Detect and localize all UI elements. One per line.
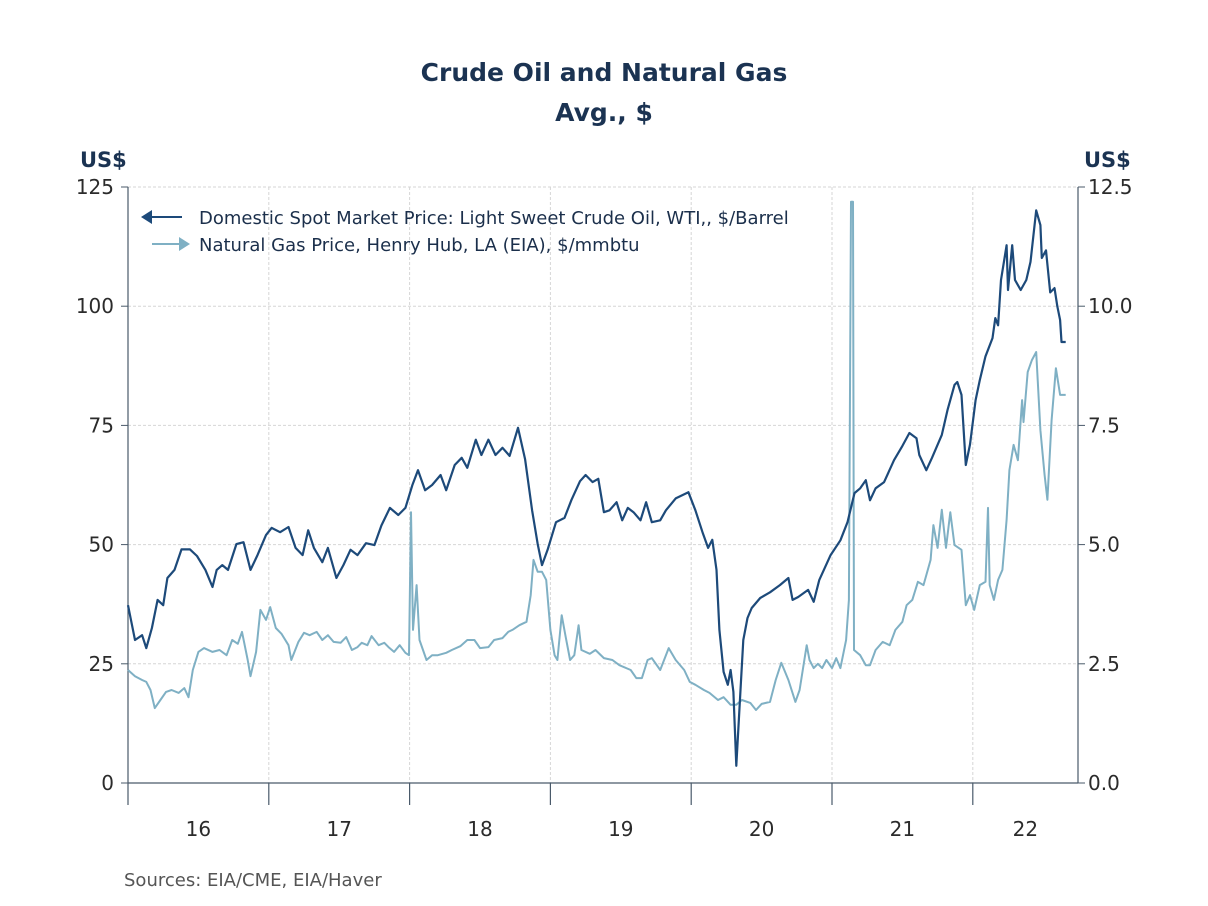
- right-axis-unit-label: US$: [1084, 148, 1131, 172]
- legend-left-arrow-icon: [141, 210, 152, 224]
- left-axis-tick-label: 50: [89, 533, 114, 557]
- chart-subtitle: Avg., $: [555, 98, 653, 127]
- x-axis-tick-label: 18: [467, 817, 492, 841]
- right-axis-tick-label: 5.0: [1088, 533, 1120, 557]
- x-axis-tick-label: 16: [186, 817, 211, 841]
- legend-right-arrow-icon: [179, 237, 190, 251]
- left-axis-unit-label: US$: [80, 148, 127, 172]
- x-axis-tick-label: 22: [1013, 817, 1038, 841]
- left-axis-tick-label: 25: [89, 652, 114, 676]
- left-axis-tick-label: 0: [101, 771, 114, 795]
- right-axis-tick-label: 10.0: [1088, 294, 1133, 318]
- x-axis-tick-label: 20: [749, 817, 774, 841]
- x-axis-tick-label: 21: [890, 817, 915, 841]
- natural-gas-series-line: [127, 200, 1066, 711]
- legend-label-crude-oil: Domestic Spot Market Price: Light Sweet …: [199, 208, 789, 229]
- left-axis-tick-label: 100: [76, 294, 114, 318]
- left-axis-tick-label: 75: [89, 413, 114, 437]
- x-axis-tick-label: 17: [326, 817, 351, 841]
- left-axis-tick-label: 125: [76, 175, 114, 199]
- right-axis-tick-label: 12.5: [1088, 175, 1133, 199]
- right-axis-tick-label: 0.0: [1088, 771, 1120, 795]
- right-axis-tick-label: 7.5: [1088, 413, 1120, 437]
- crude-oil-series-line: [126, 209, 1066, 767]
- legend-label-natural-gas: Natural Gas Price, Henry Hub, LA (EIA), …: [199, 235, 640, 256]
- x-axis-tick-label: 19: [608, 817, 633, 841]
- legend: Domestic Spot Market Price: Light Sweet …: [141, 208, 789, 256]
- chart-title: Crude Oil and Natural Gas: [420, 58, 788, 87]
- right-axis-tick-label: 2.5: [1088, 652, 1120, 676]
- sources-note: Sources: EIA/CME, EIA/Haver: [124, 870, 382, 891]
